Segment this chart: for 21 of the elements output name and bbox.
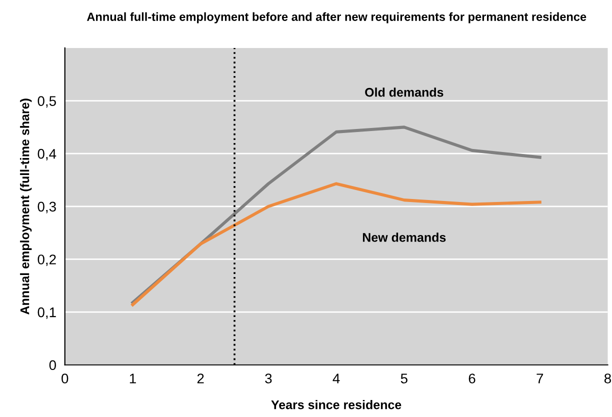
chart-title: Annual full-time employment before and after new requirements for permanent residence [86,12,586,24]
line-series [131,182,542,306]
text: Old demands [365,88,444,97]
x-tick-label: 6 [468,374,476,384]
y-tick-label: 0,1 [38,307,56,319]
y-tick-label: 0,4 [38,148,56,160]
x-tick-label: 5 [400,374,408,384]
y-tick-label: 0,2 [38,254,56,266]
x-tick-label: 2 [197,374,204,384]
x-axis-title: Years since residence [271,400,402,410]
x-tick-label: 8 [604,374,611,384]
y-axis-title: Annual employment (full-time share) [20,98,32,314]
y-tick-label: 0,3 [38,202,56,214]
x-tick-label: 7 [536,374,544,384]
y-tick-label: 0 [49,360,56,370]
x-tick-label: 0 [62,374,68,384]
x-tick-label: 3 [265,374,272,384]
x-tick-label: 1 [130,374,136,384]
text: New demands [362,232,446,242]
y-tick-label: 0,5 [38,96,56,108]
x-tick-label: 4 [332,374,340,384]
